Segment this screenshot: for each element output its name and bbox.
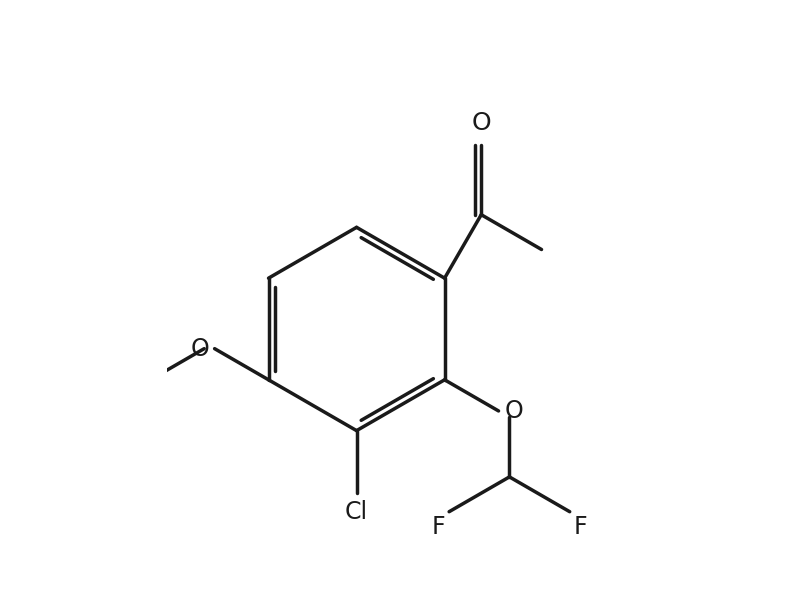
Text: F: F — [574, 516, 587, 540]
Text: O: O — [471, 111, 491, 134]
Text: O: O — [504, 399, 523, 423]
Text: Cl: Cl — [345, 500, 368, 524]
Text: F: F — [432, 516, 445, 540]
Text: O: O — [190, 336, 209, 360]
